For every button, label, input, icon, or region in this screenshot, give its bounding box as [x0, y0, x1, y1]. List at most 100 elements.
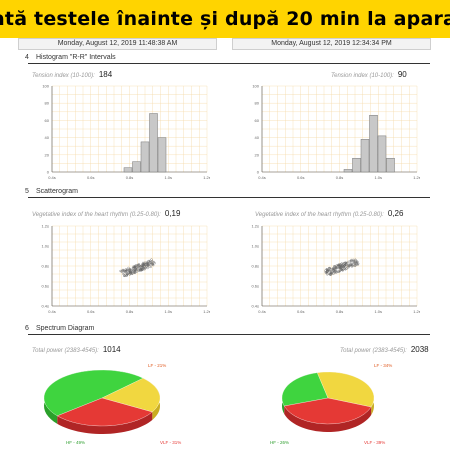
scatter-point — [137, 263, 140, 266]
scatter-point — [146, 266, 149, 270]
x-tick-label: 0.6s — [297, 309, 305, 314]
scatter-point — [148, 265, 151, 268]
y-tick-label: 0.4s — [251, 304, 259, 309]
vlf-slice-side — [57, 411, 153, 434]
vlf-label-after: VLF - 39% — [364, 440, 386, 445]
x-tick-label: 0.6s — [87, 175, 95, 180]
y-tick-label: 60 — [255, 118, 260, 123]
histogram-bar — [377, 135, 387, 173]
vlf-slice — [284, 397, 372, 425]
x-tick-label: 1.0s — [164, 175, 172, 180]
scatter-points — [119, 258, 156, 277]
scatter-point — [342, 265, 346, 268]
scatter-point — [356, 261, 359, 264]
scatter-point — [139, 268, 142, 271]
tension-index-label-before: Tension index (10-100): 184 — [32, 70, 113, 79]
scatter-point — [143, 265, 146, 268]
scatter-point — [142, 261, 145, 264]
histogram-bar — [140, 141, 150, 173]
y-tick-label: 0.4s — [41, 304, 49, 309]
scatter-point — [336, 270, 339, 273]
scatter-point — [123, 270, 126, 273]
section-divider — [28, 63, 430, 64]
scatter-point — [353, 261, 356, 264]
scatter-point — [331, 267, 334, 270]
scatter-point — [343, 267, 346, 271]
y-tick-label: 0.8s — [251, 264, 259, 269]
y-tick-label: 20 — [255, 152, 260, 157]
scatter-point — [153, 262, 156, 265]
section-number: 4 — [25, 54, 29, 61]
histogram-grid — [51, 85, 208, 173]
scatter-point — [140, 268, 143, 271]
x-tick-label: 0.4s — [258, 175, 266, 180]
title-banner: Iată testele înainte și după 20 min la a… — [0, 0, 450, 38]
scatter-point — [348, 263, 351, 266]
scatter-point — [353, 264, 356, 267]
y-tick-label: 100 — [252, 84, 259, 89]
histogram-bar — [149, 113, 158, 173]
scatter-point — [130, 269, 133, 272]
scatter-point — [348, 260, 351, 263]
scatter-point — [328, 269, 331, 272]
scatter-point — [331, 269, 334, 272]
scatter-point — [337, 263, 340, 266]
section-divider — [28, 334, 430, 335]
total-power-value: 1014 — [102, 345, 121, 354]
y-tick-label: 0.8s — [41, 264, 49, 269]
scatter-point — [126, 272, 129, 275]
scatter-point — [328, 273, 332, 276]
lf-slice — [317, 371, 375, 408]
scatter-point — [343, 263, 347, 267]
scatter-point — [123, 274, 126, 277]
histogram-bar — [360, 139, 370, 173]
lf-label-before: LF - 21% — [148, 363, 167, 368]
hf-label-after: HF - 26% — [270, 440, 290, 445]
scatter-point — [339, 267, 342, 270]
lf-slice — [101, 378, 161, 413]
section-number: 6 — [25, 325, 29, 332]
scatter-point — [125, 274, 128, 277]
y-tick-label: 40 — [45, 135, 50, 140]
scatter-point — [354, 261, 358, 264]
scatterogram-after: 1.2s 1.0s 0.8s 0.6s 0.4s0.4s 0.6s 0.8s 1.0s 1.2s — [250, 222, 420, 318]
histogram-bar — [343, 169, 353, 173]
y-tick-label: 0 — [257, 170, 260, 175]
x-tick-label: 0.4s — [48, 175, 56, 180]
scatter-point — [141, 268, 144, 271]
scatter-point — [121, 268, 125, 271]
scatter-point — [131, 270, 134, 273]
scatter-point — [326, 269, 330, 272]
scatter-point — [122, 272, 125, 275]
y-tick-label: 1.2s — [251, 224, 259, 229]
scatter-point — [334, 266, 338, 270]
vlf-label-before: VLF - 31% — [160, 440, 182, 445]
section-title: Spectrum Diagram — [36, 325, 95, 332]
tension-index-value: 184 — [98, 70, 113, 79]
x-tick-label: 0.4s — [48, 309, 56, 314]
scatter-point — [149, 265, 152, 268]
vegetative-index-label-before: Vegetative index of the heart rhythm (0.… — [32, 209, 181, 218]
section-title: Histogram "R-R" Intervals — [36, 54, 116, 61]
scatter-point — [138, 266, 141, 269]
y-tick-label: 0.6s — [41, 284, 49, 289]
scatter-point — [330, 272, 333, 276]
x-tick-label: 0.8s — [336, 175, 344, 180]
tension-index-label-after: Tension index (10-100): 90 — [331, 70, 407, 79]
y-tick-label: 40 — [255, 135, 260, 140]
x-tick-label: 0.8s — [126, 175, 134, 180]
scatter-point — [125, 268, 128, 272]
date-before: Monday, August 12, 2019 11:48:38 AM — [18, 38, 217, 50]
scatter-point — [134, 268, 137, 271]
scatter-point — [341, 265, 345, 268]
y-tick-label: 80 — [45, 101, 50, 106]
scatter-point — [123, 274, 126, 277]
scatter-point — [345, 261, 348, 264]
y-tick-label: 20 — [45, 152, 50, 157]
scatter-point — [145, 265, 148, 268]
scatter-point — [324, 271, 328, 274]
x-tick-label: 1.2s — [413, 309, 420, 314]
scatter-point — [339, 263, 342, 266]
histogram-bar — [132, 161, 141, 173]
x-tick-label: 0.6s — [87, 309, 95, 314]
